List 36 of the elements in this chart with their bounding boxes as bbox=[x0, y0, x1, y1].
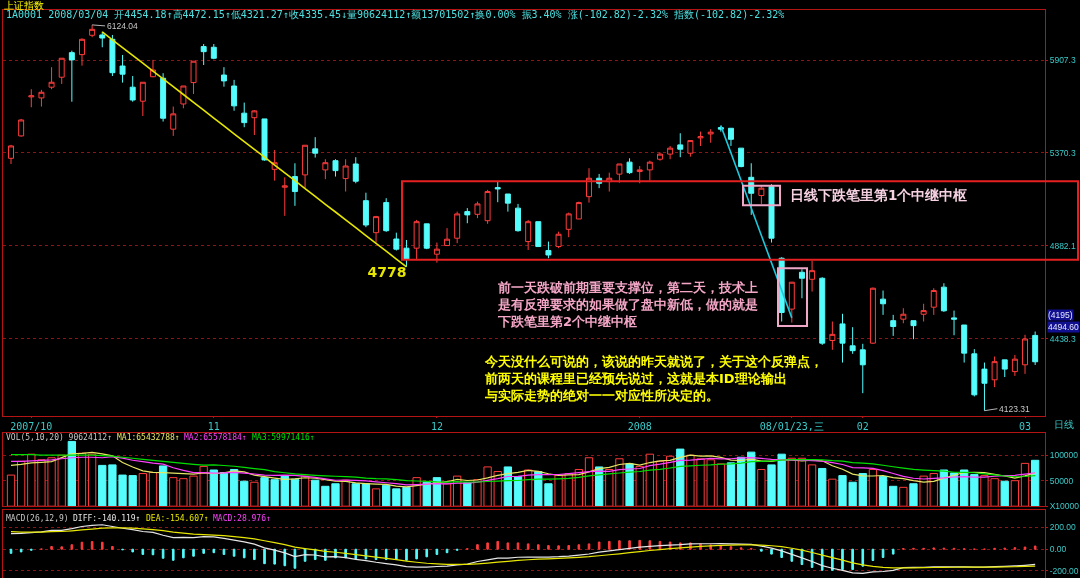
x-tick-label: 03 bbox=[1019, 421, 1032, 432]
y-tick-label: 50000 bbox=[1049, 475, 1074, 486]
annotation: 日线下跌笔里第1个中继中枢 bbox=[790, 187, 968, 203]
chart-title: VOL(5,10,20) 90624112↑ bbox=[6, 433, 112, 442]
y-tick-label: 200.00 bbox=[1049, 522, 1076, 533]
series-label: DIFF:-140.119↑ bbox=[73, 514, 141, 523]
chart-subtitle: 1A0001 2008/03/04 开4454.18↑高4472.15↑低4321.27↑收4335.45↓量90624112↑额13701502↑换0.00% 振3.40% 涨(-102.82)-2.32% 指数(-102.82)-2.32% bbox=[6, 9, 785, 20]
y-tick-label: 5370.3 bbox=[1049, 147, 1076, 158]
annotation: 前一天跌破前期重要支撑位，第二天，技术上是有反弹要求的如果做了盘中新低，做的就是下跌笔里第2个中继中枢 bbox=[497, 280, 758, 329]
text: MACD(26,12,9) bbox=[6, 514, 69, 523]
text: MA3:59971416↑ bbox=[252, 433, 315, 442]
annotation: 6124.04 bbox=[107, 21, 138, 31]
data-label: 4778 bbox=[367, 264, 407, 281]
y-tick-label: 4438.3 bbox=[1049, 333, 1076, 344]
x-tick-label: 12 bbox=[430, 421, 443, 432]
annotation: 4494.60 bbox=[1048, 322, 1079, 332]
annotation: MACD:28.976↑ bbox=[213, 514, 271, 523]
text: (4195) bbox=[1048, 310, 1073, 320]
text: 日线 bbox=[1054, 419, 1074, 430]
annotation: 今天没什么可说的，该说的昨天就说了，关于这个反弹点，前两天的课程里已经预先说过，这就是本ID理论输出与实际走势的绝对一一对应性所决定的。 bbox=[484, 354, 823, 403]
x-tick-label: 2007/10 bbox=[10, 421, 53, 432]
chart-title: 上证指数 bbox=[4, 0, 44, 11]
y-tick-label: -200.00 bbox=[1049, 565, 1079, 576]
annotation: 4123.31 bbox=[999, 404, 1030, 414]
x-tick-label: 11 bbox=[207, 421, 220, 432]
y-tick-label: X10000 bbox=[1049, 501, 1080, 512]
y-tick-label: 100000 bbox=[1049, 450, 1079, 461]
y-tick-label: 4882.1 bbox=[1049, 240, 1076, 251]
x-tick-label: 08/01/23,三 bbox=[759, 421, 824, 432]
x-tick-label: 02 bbox=[856, 421, 869, 432]
y-tick-label: 0.00 bbox=[1049, 544, 1067, 555]
x-tick-label: 2008 bbox=[627, 421, 652, 432]
y-tick-label: 5907.3 bbox=[1049, 54, 1076, 65]
series-label: MA1:65432788↑ bbox=[117, 433, 180, 442]
series-label: DEA:-154.607↑ bbox=[146, 514, 209, 523]
text: MA2:65578184↑ bbox=[184, 433, 247, 442]
